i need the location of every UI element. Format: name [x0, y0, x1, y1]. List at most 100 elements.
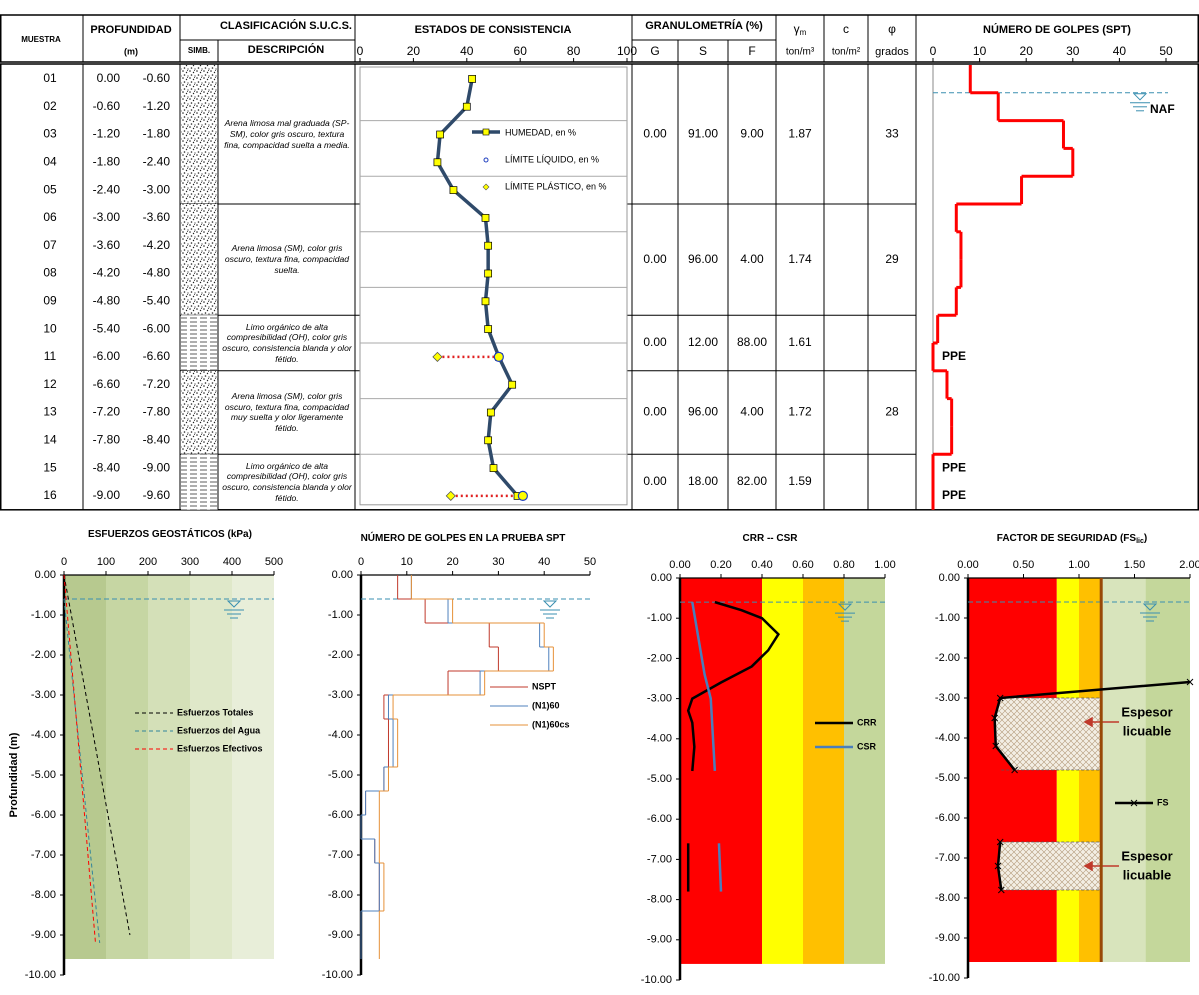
series-line	[63, 574, 131, 936]
spt-label: PPE	[942, 460, 966, 474]
humidity-line	[435, 78, 519, 498]
stratum-f: 88.00	[737, 335, 767, 349]
legend-label: Esfuerzos Efectivos	[177, 743, 263, 753]
y-tick-label: -6.00	[935, 812, 960, 824]
stratum-phi: 33	[885, 127, 899, 141]
chart-title-text: NÚMERO DE GOLPES EN LA PRUEBA SPT	[361, 531, 566, 544]
depth-to: -3.60	[143, 210, 171, 224]
description-box: Limo orgánico de alta compresibilidad (O…	[222, 461, 351, 503]
y-tick-label: -2.00	[328, 649, 353, 661]
depth-to: -3.00	[143, 182, 171, 196]
y-tick-label: -1.00	[328, 609, 353, 621]
zone-label: licuable	[1123, 867, 1171, 882]
liquefiable-zone	[994, 698, 1102, 770]
sample-id: 10	[43, 321, 57, 335]
series-marker	[996, 694, 1004, 702]
header-unit: (m)	[124, 46, 138, 56]
y-tick-label: -8.00	[647, 894, 672, 906]
y-tick-label: -1.00	[935, 612, 960, 624]
series-line	[63, 574, 96, 944]
stratum-description: Arena limosa (SM), color gris oscuro, te…	[224, 391, 350, 434]
header-phi: φ	[888, 22, 896, 36]
legend-label: (N1)60cs	[532, 719, 570, 729]
header-descripcion: DESCRIPCIÓN	[248, 43, 324, 56]
sample-id: 07	[43, 238, 57, 252]
y-tick-label: 0.00	[35, 569, 56, 581]
consistency-tick-label: 100	[617, 44, 637, 58]
x-tick-label: 0.80	[833, 559, 854, 571]
legend-marker	[1130, 799, 1138, 807]
soil-symbol	[181, 454, 218, 510]
sample-id: 11	[44, 349, 57, 363]
spt-tick-label: 30	[1066, 44, 1080, 58]
spt-label: PPE	[942, 488, 966, 502]
stratum-s: 18.00	[688, 474, 718, 488]
legend-label: NSPT	[532, 681, 557, 691]
y-tick-label: -8.00	[328, 889, 353, 901]
stratum-g: 0.00	[643, 335, 667, 349]
series-line	[686, 600, 780, 772]
x-tick-label: 500	[265, 556, 283, 568]
series-marker	[1011, 766, 1018, 774]
series-marker	[992, 742, 1000, 750]
header-muestra: MUESTRA	[21, 35, 61, 44]
stratum-s: 96.00	[688, 405, 718, 419]
water-symbol	[542, 600, 558, 608]
series-line	[717, 843, 723, 892]
series-marker	[991, 714, 998, 722]
stratum-phi: 28	[885, 405, 899, 419]
y-tick-label: -3.00	[647, 693, 672, 705]
x-tick-label: 2.00	[1179, 559, 1199, 571]
table-frame	[0, 63, 1199, 511]
sample-id: 04	[43, 154, 57, 168]
depth-from: -9.00	[93, 488, 121, 502]
stratum-g: 0.00	[643, 474, 667, 488]
depth-from: -7.80	[93, 432, 121, 446]
header-gamma-unit: ton/m³	[786, 47, 815, 58]
water-symbol	[1132, 93, 1148, 101]
consistency-legend-label: LÍMITE LÍQUIDO, en %	[505, 154, 599, 164]
stratum-f: 4.00	[740, 252, 764, 266]
soil-symbol	[181, 315, 218, 371]
sample-id: 13	[43, 405, 57, 419]
x-tick-label: 1.00	[1068, 559, 1089, 571]
y-tick-label: -10.00	[929, 972, 960, 984]
spt-tick-label: 20	[1020, 44, 1034, 58]
naf-label: NAF	[1150, 102, 1175, 116]
legend-label: (N1)60	[532, 700, 560, 710]
y-tick-label: -3.00	[328, 689, 353, 701]
depth-from: -1.20	[93, 127, 121, 141]
x-tick-label: 40	[538, 556, 550, 568]
x-tick-label: 0.00	[957, 559, 978, 571]
stratum-s: 12.00	[688, 335, 718, 349]
depth-from: -1.80	[93, 154, 121, 168]
x-tick-label: 0.20	[710, 559, 731, 571]
plastic-limit-marker	[445, 490, 456, 501]
band	[762, 578, 803, 964]
stratum-gamma: 1.72	[788, 405, 812, 419]
consistency-tick-label: 80	[567, 44, 581, 58]
stratum-f: 4.00	[740, 405, 764, 419]
depth-to: -2.40	[143, 154, 171, 168]
depth-from: -8.40	[93, 460, 121, 474]
legend-label: CRR	[857, 717, 877, 727]
humidity-marker	[481, 297, 490, 306]
spt-tick-label: 10	[973, 44, 987, 58]
description-box: Arena limosa mal graduada (SP-SM), color…	[224, 118, 350, 149]
humidity-marker	[433, 158, 442, 167]
water-symbol	[226, 600, 242, 608]
y-tick-label: -3.00	[935, 692, 960, 704]
depth-from: -3.60	[93, 238, 121, 252]
x-tick-label: 0.60	[792, 559, 813, 571]
spt-tick-label: 50	[1159, 44, 1173, 58]
y-tick-label: -4.00	[328, 729, 353, 741]
plastic-limit-marker	[432, 351, 443, 362]
x-tick-label: 1.00	[874, 559, 895, 571]
stratum-s: 91.00	[688, 127, 718, 141]
consistency-frame	[359, 66, 628, 506]
y-tick-label: 0.00	[939, 572, 960, 584]
consistency-tick-label: 40	[460, 44, 474, 58]
chart-title-end: )	[1144, 533, 1147, 544]
